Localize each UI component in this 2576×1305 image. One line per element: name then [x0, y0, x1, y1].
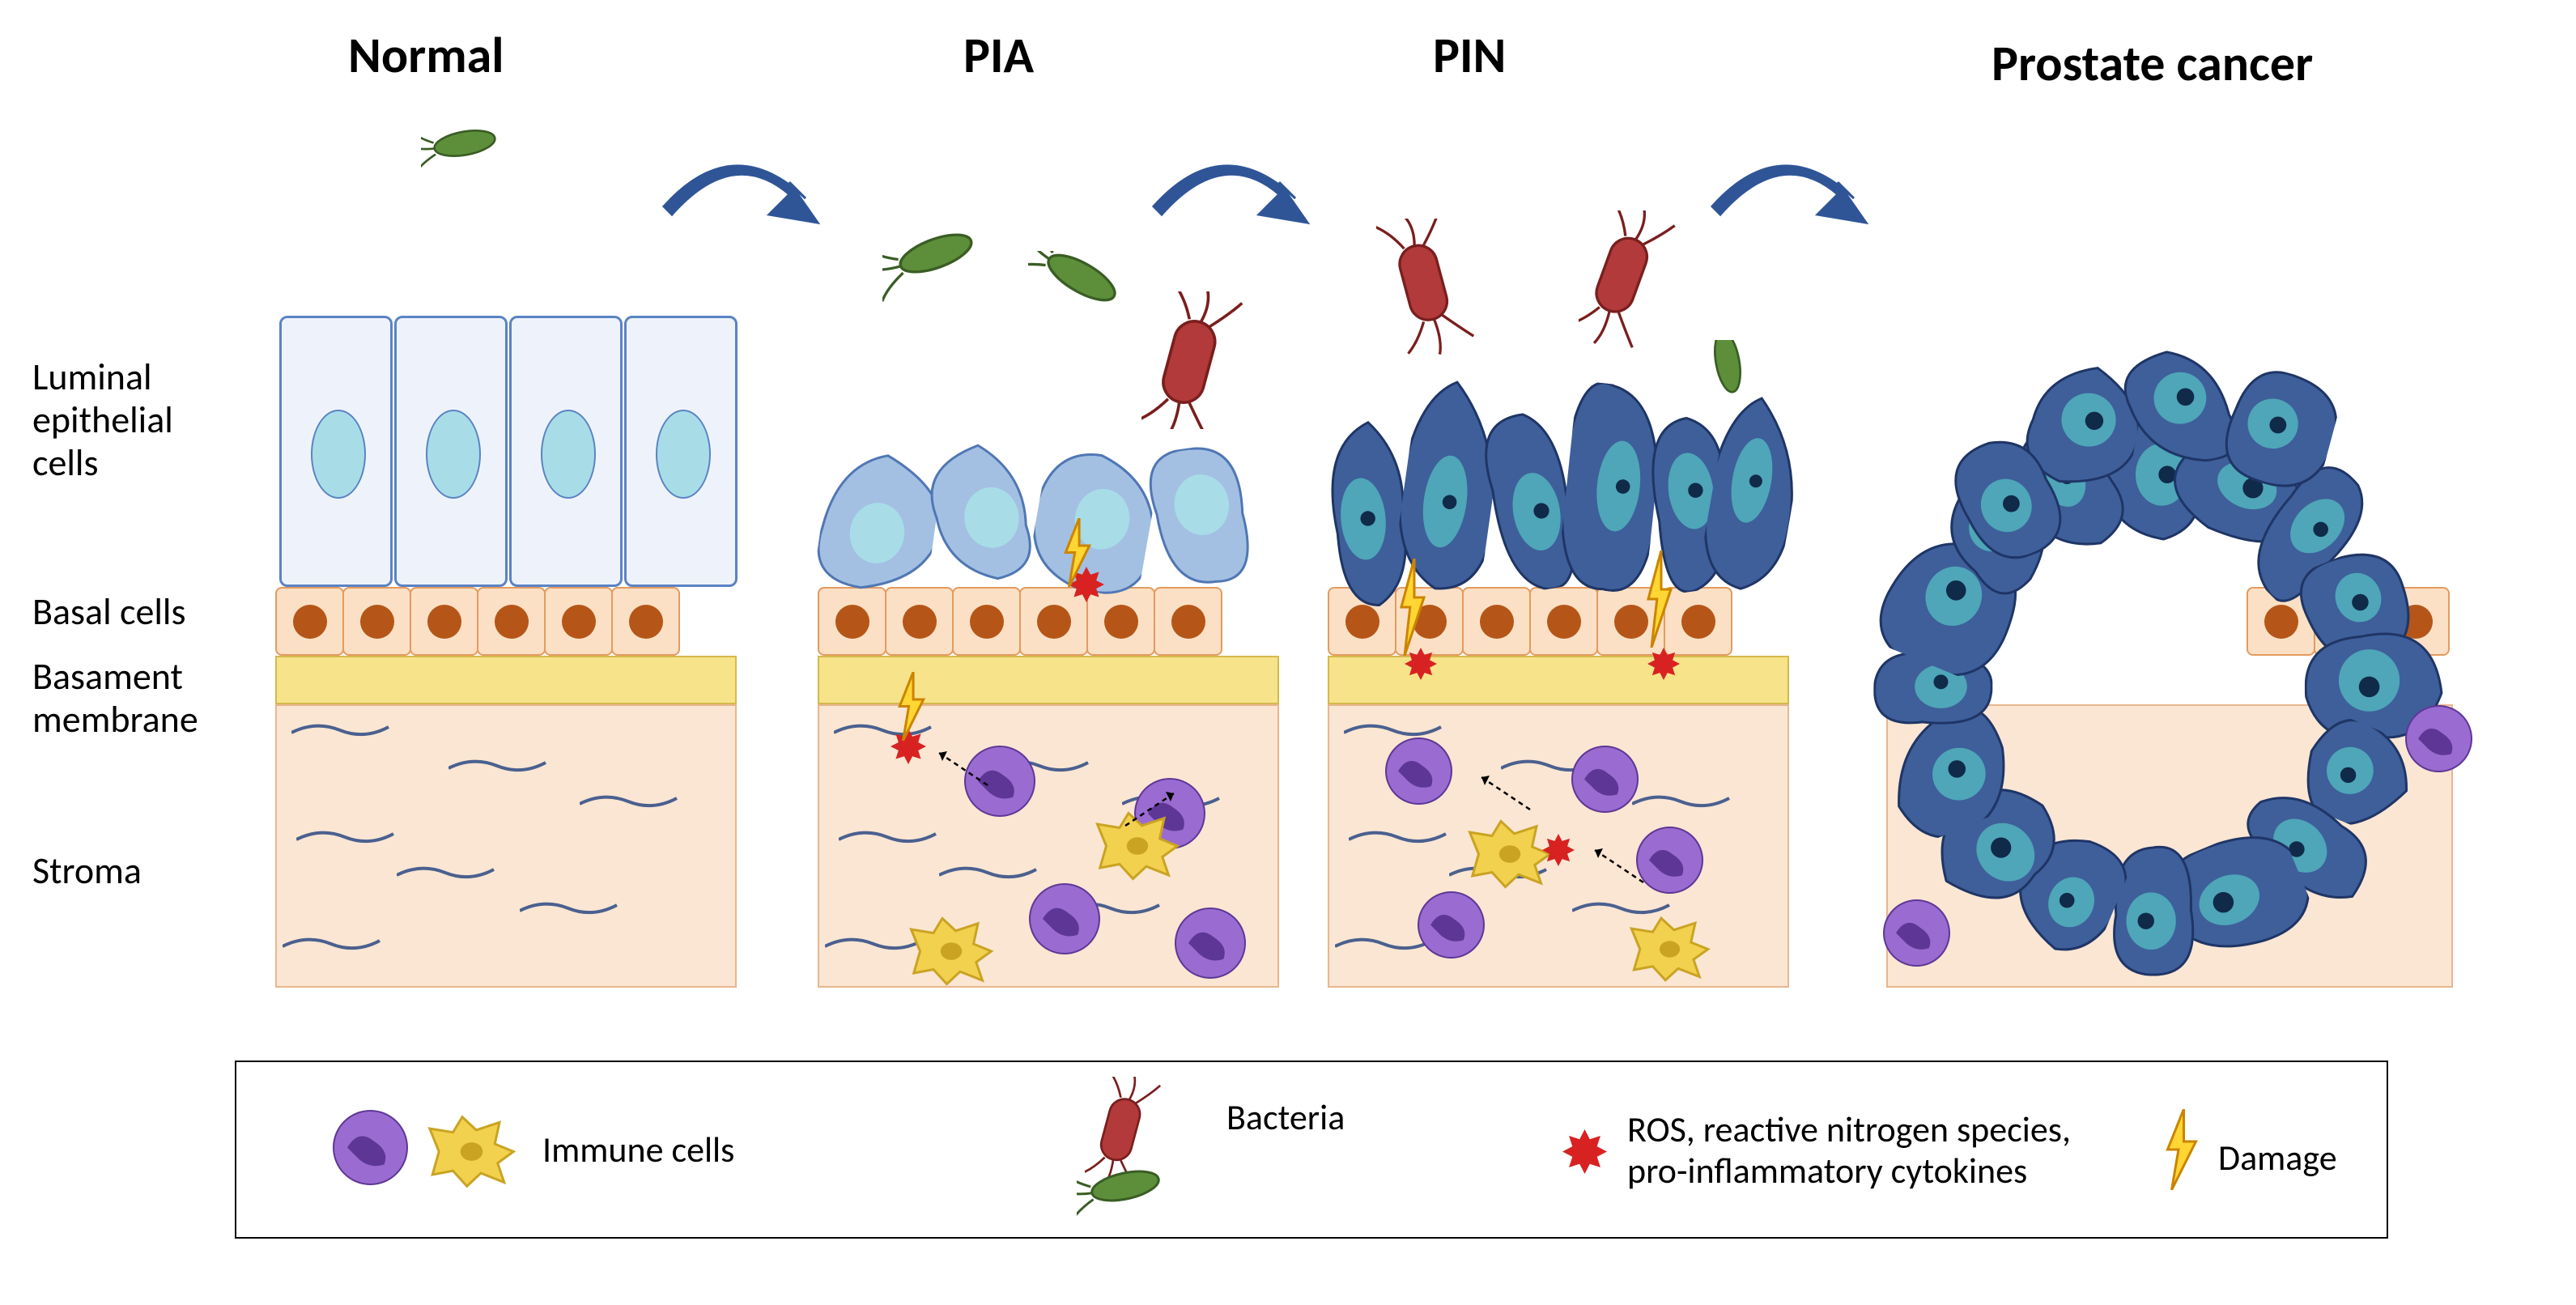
luminal-cell-normal: [279, 316, 393, 587]
stage-title-pia: PIA: [963, 24, 1034, 86]
luminal-nucleus: [541, 410, 596, 499]
basal-nucleus: [1171, 605, 1205, 639]
legend-label: Bacteria: [1226, 1097, 1345, 1138]
basal-row-pia: [818, 587, 1221, 656]
basal-nucleus: [970, 605, 1004, 639]
basement-membrane-pin: [1328, 656, 1789, 704]
ros-icon: [1647, 648, 1680, 684]
basal-nucleus: [1104, 605, 1138, 639]
basal-cell: [544, 587, 613, 656]
signal-arrow-icon: [931, 745, 996, 797]
legend-label: Immune cells: [542, 1129, 734, 1171]
immune-cell-icon: [1571, 745, 1647, 826]
stroma-fiber-icon: [580, 792, 681, 818]
basal-nucleus: [1480, 605, 1514, 639]
basal-cell: [1529, 587, 1598, 656]
progression-arrow-icon: [656, 125, 826, 239]
basal-cell: [342, 587, 411, 656]
basal-nucleus: [360, 605, 394, 639]
basal-cell: [477, 587, 546, 656]
luminal-cell-normal: [509, 316, 623, 587]
damage-icon: [1643, 550, 1676, 652]
signal-arrow-icon: [1473, 769, 1538, 822]
basal-cell: [952, 587, 1021, 656]
basal-cell: [1154, 587, 1222, 656]
basal-cell: [611, 587, 680, 656]
macrophage-icon: [1465, 818, 1554, 911]
stroma-fiber-icon: [397, 863, 498, 890]
stroma-fiber-icon: [283, 934, 384, 961]
damage-icon: [1061, 518, 1095, 591]
immune-cell-icon: [2404, 704, 2478, 782]
luminal-cell-pia: [1137, 440, 1269, 596]
basal-cell: [275, 587, 344, 656]
basal-nucleus: [495, 605, 529, 639]
progression-arrow-icon: [1704, 125, 1874, 239]
bacteria-green-icon: [421, 121, 526, 182]
basal-nucleus: [1547, 605, 1581, 639]
basal-nucleus: [629, 605, 663, 639]
immune-cell-icon: [1174, 907, 1255, 992]
signal-arrow-icon: [1587, 842, 1651, 895]
stroma-fiber-icon: [448, 756, 550, 783]
basal-nucleus: [1681, 605, 1715, 639]
immune-cell-icon: [332, 1109, 413, 1194]
basal-cell: [818, 587, 886, 656]
stroma-fiber-icon: [1349, 827, 1450, 854]
bacteria-red-icon: [1579, 210, 1708, 352]
damage-icon: [895, 672, 929, 745]
row-label: Luminal epithelial cells: [32, 356, 173, 485]
signal-arrow-icon: [1117, 785, 1182, 838]
macrophage-icon: [907, 915, 996, 1008]
stage-title-pin: PIN: [1433, 24, 1506, 86]
basement-membrane-pia: [818, 656, 1279, 704]
luminal-cell-normal: [624, 316, 738, 587]
basal-nucleus: [427, 605, 461, 639]
bacteria-green-icon: [1028, 251, 1158, 393]
stroma-fiber-icon: [839, 827, 940, 854]
ros-icon: [1542, 834, 1575, 870]
row-label: Stroma: [32, 850, 142, 893]
luminal-cell-normal: [394, 316, 508, 587]
legend-label: Damage: [2218, 1137, 2337, 1179]
basal-cell: [410, 587, 478, 656]
macrophage-icon: [1627, 915, 1712, 1004]
ros-icon: [1562, 1129, 1607, 1178]
immune-cell-icon: [1882, 899, 1956, 976]
progression-arrow-icon: [1146, 125, 1316, 239]
stage-title-normal: Normal: [348, 24, 504, 86]
luminal-nucleus: [311, 410, 366, 499]
macrophage-icon: [425, 1113, 518, 1194]
luminal-nucleus: [426, 410, 481, 499]
legend-label: ROS, reactive nitrogen species, pro-infl…: [1627, 1109, 2071, 1191]
stage-title-cancer: Prostate cancer: [1992, 32, 2313, 94]
row-label: Basal cells: [32, 591, 185, 634]
basal-nucleus: [1037, 605, 1071, 639]
basal-nucleus: [293, 605, 327, 639]
damage-icon: [1396, 559, 1429, 660]
row-label: Basament membrane: [32, 656, 198, 742]
stroma-fiber-icon: [291, 721, 393, 747]
stroma-fiber-icon: [296, 827, 397, 854]
bacteria-red-icon: [1141, 291, 1271, 433]
bacteria-green-icon: [882, 227, 1012, 368]
basement-membrane-normal: [275, 656, 737, 704]
stroma-fiber-icon: [939, 863, 1040, 890]
stroma-fiber-icon: [520, 899, 621, 925]
basal-nucleus: [835, 605, 869, 639]
basal-row-normal: [275, 587, 678, 656]
bacteria-green-icon: [1077, 1162, 1206, 1231]
stroma-fiber-icon: [1632, 792, 1733, 818]
basal-nucleus: [562, 605, 596, 639]
basal-nucleus: [903, 605, 937, 639]
bacteria-green-icon: [1684, 340, 1813, 482]
bacteria-red-icon: [1376, 219, 1506, 360]
damage-icon: [2162, 1109, 2202, 1194]
immune-cell-icon: [1384, 737, 1461, 818]
luminal-nucleus: [656, 410, 711, 499]
